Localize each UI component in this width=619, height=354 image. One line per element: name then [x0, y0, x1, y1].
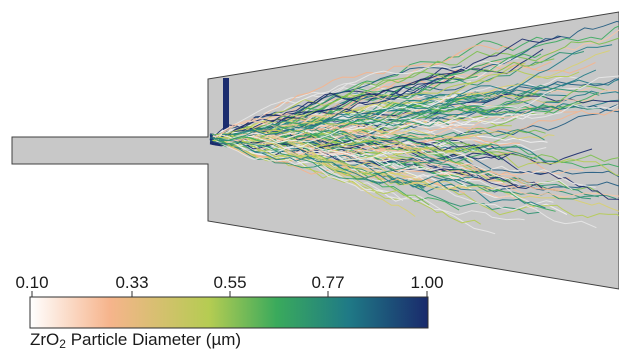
particle-trajectory	[217, 104, 619, 143]
colorbar	[29, 296, 429, 329]
particle-trajectory	[220, 44, 514, 137]
particle-trajectory	[217, 120, 545, 145]
colorbar-tick-label: 1.00	[410, 273, 444, 292]
particle-trajectory	[218, 136, 481, 225]
inlet-pipe	[11, 136, 210, 165]
particle-trajectory	[216, 95, 389, 138]
injector-probe	[223, 78, 229, 141]
colorbar-tick-label: 0.10	[15, 273, 49, 292]
particle-trajectory	[215, 58, 555, 141]
colorbar-tick-label: 0.77	[311, 273, 345, 292]
particle-trajectory	[213, 111, 535, 144]
particle-trajectory	[228, 75, 455, 135]
particle-trajectory	[217, 85, 466, 138]
colorbar-title: ZrO2 Particle Diameter (µm)	[30, 330, 242, 351]
particle-trajectory	[219, 134, 511, 161]
particle-trajectory	[229, 62, 596, 142]
particle-trajectory	[229, 139, 573, 191]
particle-trajectory	[220, 58, 512, 136]
particle-trajectory	[215, 126, 492, 153]
colorbar-tick-label: 0.33	[115, 273, 149, 292]
colorbar-ticks	[31, 291, 428, 297]
particle-trajectory	[218, 139, 479, 184]
particle-trajectory	[221, 134, 494, 191]
particle-trajectory	[217, 84, 600, 141]
colorbar-tick-label: 0.55	[213, 273, 247, 292]
particle-trajectory	[212, 137, 492, 180]
particle-trajectory	[214, 139, 597, 229]
particle-trajectories	[209, 19, 619, 235]
particle-trajectory	[219, 36, 561, 139]
particle-trajectory	[218, 50, 610, 142]
